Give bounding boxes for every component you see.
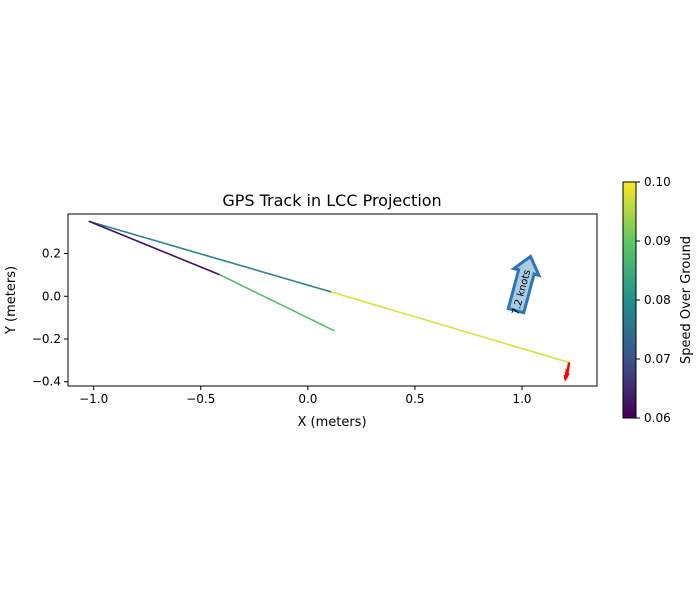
x-tick-label-0: −1.0	[79, 392, 108, 406]
colorbar-tick-label-3: 0.09	[644, 234, 671, 248]
track-segment-2	[88, 220, 221, 276]
colorbar-tick-label-4: 0.10	[644, 175, 671, 189]
colorbar-gradient	[622, 181, 637, 419]
y-tick-label-0: −0.4	[32, 375, 61, 389]
x-axis-label: X (meters)	[297, 415, 366, 430]
colorbar-tick-label-1: 0.07	[644, 352, 671, 366]
track-segment-3	[219, 274, 335, 332]
colorbar: 0.06 0.07 0.08 0.09 0.10	[622, 175, 671, 425]
speed-annotation-arrow	[506, 254, 542, 315]
y-tick-label-2: 0.0	[42, 289, 61, 303]
x-tick-label-4: 1.0	[512, 392, 531, 406]
colorbar-label: Speed Over Ground	[679, 236, 694, 364]
track-segment-1	[330, 291, 570, 364]
x-tick-label-2: 0.0	[298, 392, 317, 406]
track-segment-0	[88, 220, 333, 293]
x-tick-label-3: 0.5	[405, 392, 424, 406]
y-axis-label: Y (meters)	[4, 266, 19, 335]
chart-title: GPS Track in LCC Projection	[222, 191, 441, 210]
heading-marker-head-1	[563, 374, 569, 382]
plot-area: 7.2 knots	[88, 220, 571, 382]
axes: −1.0 −0.5 0.0 0.5 1.0 −0.4 −0.2 0.0 0.2	[32, 213, 598, 406]
speed-annotation: 7.2 knots	[506, 254, 542, 316]
axes-frame	[67, 213, 598, 387]
y-tick-label-1: −0.2	[32, 332, 61, 346]
colorbar-tick-label-0: 0.06	[644, 411, 671, 425]
y-tick-label-3: 0.2	[42, 247, 61, 261]
colorbar-tick-label-2: 0.08	[644, 293, 671, 307]
x-tick-label-1: −0.5	[186, 392, 215, 406]
